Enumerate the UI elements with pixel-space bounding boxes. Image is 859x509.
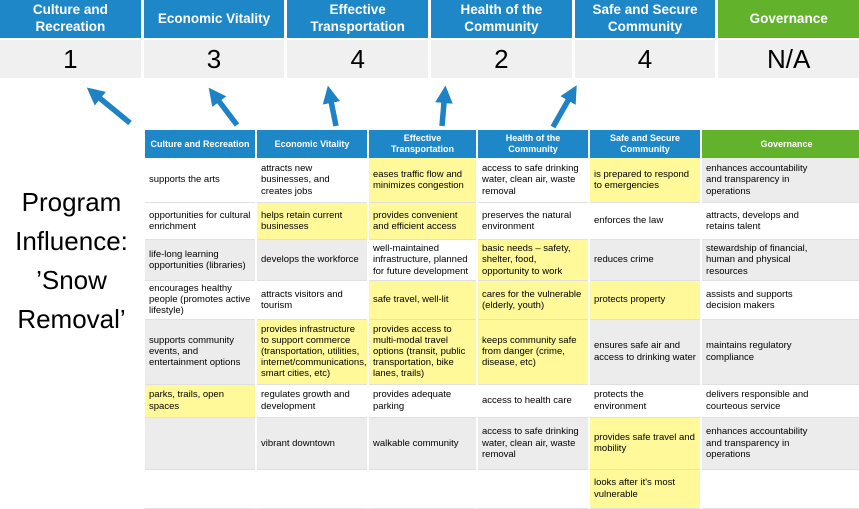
scoreboard-col-safe: Safe and Secure Community 4 xyxy=(574,0,716,78)
up-arrow-safe xyxy=(550,85,577,129)
matrix-cell xyxy=(145,469,255,509)
matrix-cell: cares for the vulnerable (elderly, youth… xyxy=(478,281,588,320)
scoreboard-header-governance: Governance xyxy=(718,0,859,38)
matrix-row: opportunities for cultural enrichment he… xyxy=(145,203,859,240)
program-influence-label: Program Influence: ’Snow Removal’ xyxy=(15,187,128,334)
matrix-cell: safe travel, well-lit xyxy=(369,281,476,320)
scoreboard-col-health: Health of the Community 2 xyxy=(431,0,572,78)
scoreboard-score-governance: N/A xyxy=(718,40,859,78)
matrix-cell: reduces crime xyxy=(590,240,700,281)
matrix-cell: basic needs – safety, shelter, food, opp… xyxy=(478,240,588,281)
matrix-cell: well-maintained infrastructure, planned … xyxy=(369,240,476,281)
scoreboard-score-culture: 1 xyxy=(0,40,141,78)
matrix-cell: keeps community safe from danger (crime,… xyxy=(478,319,588,385)
matrix-cell: looks after it's most vulnerable xyxy=(590,469,700,509)
scoreboard-col-economic: Economic Vitality 3 xyxy=(143,0,285,78)
matrix-cell xyxy=(369,469,476,509)
up-arrow-culture xyxy=(86,87,132,126)
influence-matrix-wrap: Culture and Recreation Economic Vitality… xyxy=(143,130,859,509)
matrix-cell: attracts, develops and retains talent xyxy=(702,203,859,240)
matrix-cell: access to safe drinking water, clean air… xyxy=(478,417,588,470)
scoreboard-header-culture: Culture and Recreation xyxy=(0,0,141,38)
matrix-cell: provides infrastructure to support comme… xyxy=(257,319,367,385)
matrix-cell xyxy=(257,469,367,509)
scoreboard-score-transportation: 4 xyxy=(287,40,429,78)
scoreboard-col-governance: Governance N/A xyxy=(718,0,859,78)
matrix-cell xyxy=(702,469,859,509)
matrix-cell: maintains regulatory compliance xyxy=(702,319,859,385)
matrix-cell: supports community events, and entertain… xyxy=(145,319,255,385)
matrix-cell: access to health care xyxy=(478,384,588,418)
scoreboard-header-safe: Safe and Secure Community xyxy=(574,0,716,38)
matrix-header-economic: Economic Vitality xyxy=(257,130,367,158)
matrix-cell: stewardship of financial, human and phys… xyxy=(702,240,859,281)
matrix-row: vibrant downtown walkable community acce… xyxy=(145,417,859,470)
matrix-row: life-long learning opportunities (librar… xyxy=(145,240,859,281)
up-arrow-health xyxy=(435,85,453,127)
matrix-cell: assists and supports decision makers xyxy=(702,281,859,320)
scoreboard: Culture and Recreation 1 Economic Vitali… xyxy=(0,0,859,78)
matrix-cell: encourages healthy people (promotes acti… xyxy=(145,281,255,320)
matrix-cell: attracts new businesses, and creates job… xyxy=(257,158,367,203)
matrix-cell: provides convenient and efficient access xyxy=(369,203,476,240)
matrix-cell: walkable community xyxy=(369,417,476,470)
matrix-cell: provides adequate parking xyxy=(369,384,476,418)
matrix-cell: parks, trails, open spaces xyxy=(145,384,255,418)
scoreboard-header-transportation: Effective Transportation xyxy=(287,0,429,38)
matrix-cell: ensures safe air and access to drinking … xyxy=(590,319,700,385)
matrix-cell: attracts visitors and tourism xyxy=(257,281,367,320)
scoreboard-header-economic: Economic Vitality xyxy=(143,0,285,38)
arrows-layer xyxy=(86,85,577,129)
matrix-cell: enforces the law xyxy=(590,203,700,240)
scoreboard-score-health: 2 xyxy=(431,40,572,78)
matrix-cell: opportunities for cultural enrichment xyxy=(145,203,255,240)
matrix-cell: develops the workforce xyxy=(257,240,367,281)
matrix-cell: protects property xyxy=(590,281,700,320)
matrix-cell: supports the arts xyxy=(145,158,255,203)
matrix-cell: eases traffic flow and minimizes congest… xyxy=(369,158,476,203)
scoreboard-col-transportation: Effective Transportation 4 xyxy=(287,0,429,78)
matrix-cell: vibrant downtown xyxy=(257,417,367,470)
up-arrow-economic xyxy=(208,87,240,127)
matrix-header-governance: Governance xyxy=(702,130,859,158)
matrix-cell: preserves the natural environment xyxy=(478,203,588,240)
matrix-row: looks after it's most vulnerable xyxy=(145,469,859,509)
scoreboard-score-economic: 3 xyxy=(143,40,285,78)
matrix-cell: enhances accountability and transparency… xyxy=(702,417,859,470)
matrix-row: supports the arts attracts new businesse… xyxy=(145,158,859,203)
matrix-cell: regulates growth and development xyxy=(257,384,367,418)
matrix-cell: protects the environment xyxy=(590,384,700,418)
matrix-cell: helps retain current businesses xyxy=(257,203,367,240)
matrix-header-culture: Culture and Recreation xyxy=(145,130,255,158)
matrix-header-row: Culture and Recreation Economic Vitality… xyxy=(145,130,859,158)
scoreboard-col-culture: Culture and Recreation 1 xyxy=(0,0,141,78)
matrix-cell: life-long learning opportunities (librar… xyxy=(145,240,255,281)
matrix-row: parks, trails, open spaces regulates gro… xyxy=(145,384,859,418)
scoreboard-header-health: Health of the Community xyxy=(431,0,572,38)
influence-matrix: Culture and Recreation Economic Vitality… xyxy=(143,130,859,509)
matrix-header-safe: Safe and Secure Community xyxy=(590,130,700,158)
matrix-row: supports community events, and entertain… xyxy=(145,319,859,385)
matrix-cell: is prepared to respond to emergencies xyxy=(590,158,700,203)
scoreboard-score-safe: 4 xyxy=(574,40,716,78)
up-arrow-transportation xyxy=(322,85,341,127)
matrix-cell: delivers responsible and courteous servi… xyxy=(702,384,859,418)
matrix-cell: provides access to multi-modal travel op… xyxy=(369,319,476,385)
matrix-cell: provides safe travel and mobility xyxy=(590,417,700,470)
matrix-cell xyxy=(145,417,255,470)
matrix-header-health: Health of the Community xyxy=(478,130,588,158)
matrix-cell: access to safe drinking water, clean air… xyxy=(478,158,588,203)
matrix-header-transportation: Effective Transportation xyxy=(369,130,476,158)
matrix-row: encourages healthy people (promotes acti… xyxy=(145,281,859,320)
matrix-cell xyxy=(478,469,588,509)
matrix-cell: enhances accountability and transparency… xyxy=(702,158,859,203)
